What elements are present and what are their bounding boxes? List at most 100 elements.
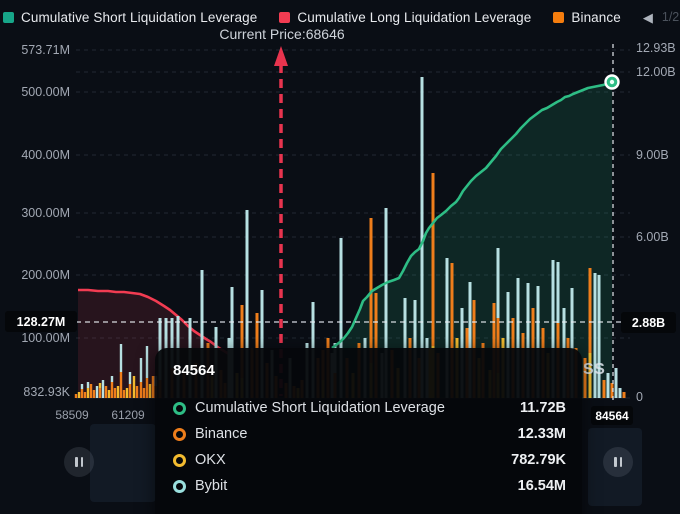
- liq-bar-o: [622, 392, 626, 398]
- crosshair-xlabel: 84564: [591, 406, 633, 425]
- tooltip-series-name: OKX: [195, 452, 226, 468]
- liq-bar-b: [593, 273, 597, 398]
- liq-bar-o: [610, 383, 614, 398]
- legend-item-label: Binance: [571, 9, 621, 25]
- pause-icon: [619, 457, 622, 467]
- axis-tick-left: 832.93K: [23, 385, 70, 399]
- liq-bar-b: [260, 290, 264, 398]
- tooltip-series-value: 11.72B: [520, 400, 566, 416]
- liq-bar-o: [431, 173, 435, 346]
- series-dot-icon: [173, 479, 186, 493]
- liq-bar-b: [618, 388, 622, 398]
- liq-bar-b: [145, 346, 149, 378]
- legend-item-0[interactable]: Cumulative Short Liquidation Leverage: [3, 10, 257, 25]
- liq-bar-b: [200, 270, 204, 398]
- pause-icon: [614, 457, 617, 467]
- legend-swatch-icon: [279, 11, 291, 23]
- legend-item-1[interactable]: Cumulative Long Liquidation Leverage: [279, 10, 531, 25]
- tooltip-series-value: 16.54M: [517, 478, 566, 494]
- short-liq-line: [331, 80, 613, 350]
- liq-bar-o: [142, 388, 146, 398]
- crosshair-ylabel-right: 2.88B: [621, 312, 676, 333]
- navigator-panel-left[interactable]: [90, 424, 156, 502]
- liq-bar-b: [526, 283, 530, 398]
- liq-bar-b: [170, 318, 174, 368]
- liq-bar-y: [98, 383, 102, 388]
- liq-bar-o: [583, 358, 587, 398]
- series-dot-icon: [173, 401, 186, 415]
- tooltip-series-name: Cumulative Short Liquidation Leverage: [195, 400, 445, 416]
- pause-icon: [80, 457, 83, 467]
- liq-bar-b: [468, 282, 472, 398]
- liq-bar-o: [151, 376, 155, 398]
- liq-bar-o: [588, 268, 592, 353]
- liq-bar-o: [98, 388, 102, 398]
- liq-bar-b: [597, 275, 601, 398]
- liq-bar-y: [132, 376, 136, 398]
- pause-icon: [75, 457, 78, 467]
- axis-tick-right: 12.00B: [636, 65, 676, 79]
- axis-tick-right: 9.00B: [636, 148, 669, 162]
- axis-tick-bottom: 58509: [55, 408, 89, 422]
- liq-bar-b: [496, 248, 500, 318]
- liq-bar-o: [92, 390, 96, 398]
- long-liq-line: [78, 288, 230, 356]
- legend-item-2[interactable]: Binance: [553, 10, 621, 25]
- liq-bar-o: [119, 372, 123, 398]
- navigator-panel-right[interactable]: [588, 428, 642, 506]
- liq-bar-b: [384, 208, 388, 398]
- legend-bar: Cumulative Short Liquidation Leverage Cum…: [0, 6, 680, 28]
- liq-bar-b: [86, 382, 90, 388]
- pager-prev-icon[interactable]: ◀: [642, 9, 653, 25]
- liq-bar-b: [516, 278, 520, 398]
- line-end-marker-core: [609, 79, 615, 85]
- liq-bar-b: [119, 344, 123, 372]
- tooltip-title: 84564: [173, 362, 215, 379]
- liq-bar-o: [602, 380, 606, 398]
- liq-bar-b: [230, 287, 234, 398]
- legend-pager: ◀ 1/2: [643, 10, 680, 24]
- pager-text: 1/2: [661, 10, 680, 24]
- liq-bar-o: [139, 382, 143, 398]
- axis-tick-right: 0: [636, 390, 643, 404]
- tooltip-series-value: 782.79K: [511, 452, 566, 468]
- series-dot-icon: [173, 453, 186, 467]
- liq-bar-b: [139, 358, 143, 382]
- liq-bar-o: [450, 263, 454, 398]
- liq-bar-b: [506, 292, 510, 398]
- crosshair-ylabel-left: 128.27M: [5, 311, 77, 332]
- current-price-label: Current Price:68646: [219, 26, 345, 42]
- liq-bar-b: [570, 288, 574, 398]
- axis-tick-left: 100.00M: [21, 331, 70, 345]
- liq-bar-y: [588, 353, 592, 398]
- liq-bar-b: [101, 380, 105, 398]
- liq-bar-b: [556, 262, 560, 323]
- liq-bar-o: [240, 305, 244, 378]
- liq-bar-o: [83, 392, 87, 398]
- liq-bar-b: [95, 386, 99, 398]
- pause-button-left[interactable]: [64, 447, 94, 477]
- series-dot-icon: [173, 427, 186, 441]
- legend-swatch-icon: [3, 11, 14, 23]
- liq-bar-o: [74, 394, 78, 398]
- liq-bar-o: [80, 389, 84, 398]
- liq-bar-b: [339, 238, 343, 398]
- legend-item-label: Cumulative Long Liquidation Leverage: [297, 9, 532, 25]
- tooltip-series-name: Bybit: [195, 478, 228, 494]
- liq-bar-y: [86, 388, 90, 398]
- liq-bar-y: [125, 388, 129, 398]
- liq-bar-y: [148, 384, 152, 398]
- tooltip-row: Bybit 16.54M: [173, 473, 566, 499]
- liq-bar-y: [107, 390, 111, 398]
- liq-bar-o: [496, 318, 500, 373]
- tooltip-series-name: Binance: [195, 426, 248, 442]
- liq-bar-o: [89, 384, 93, 398]
- axis-tick-right: 12.93B: [636, 41, 676, 55]
- pause-button-right[interactable]: [603, 447, 633, 477]
- legend-item-label: Cumulative Short Liquidation Leverage: [21, 9, 258, 25]
- liq-bar-o: [122, 390, 126, 398]
- watermark: SS: [583, 361, 606, 378]
- axis-tick-left: 300.00M: [21, 206, 70, 220]
- liq-bar-o: [104, 386, 108, 398]
